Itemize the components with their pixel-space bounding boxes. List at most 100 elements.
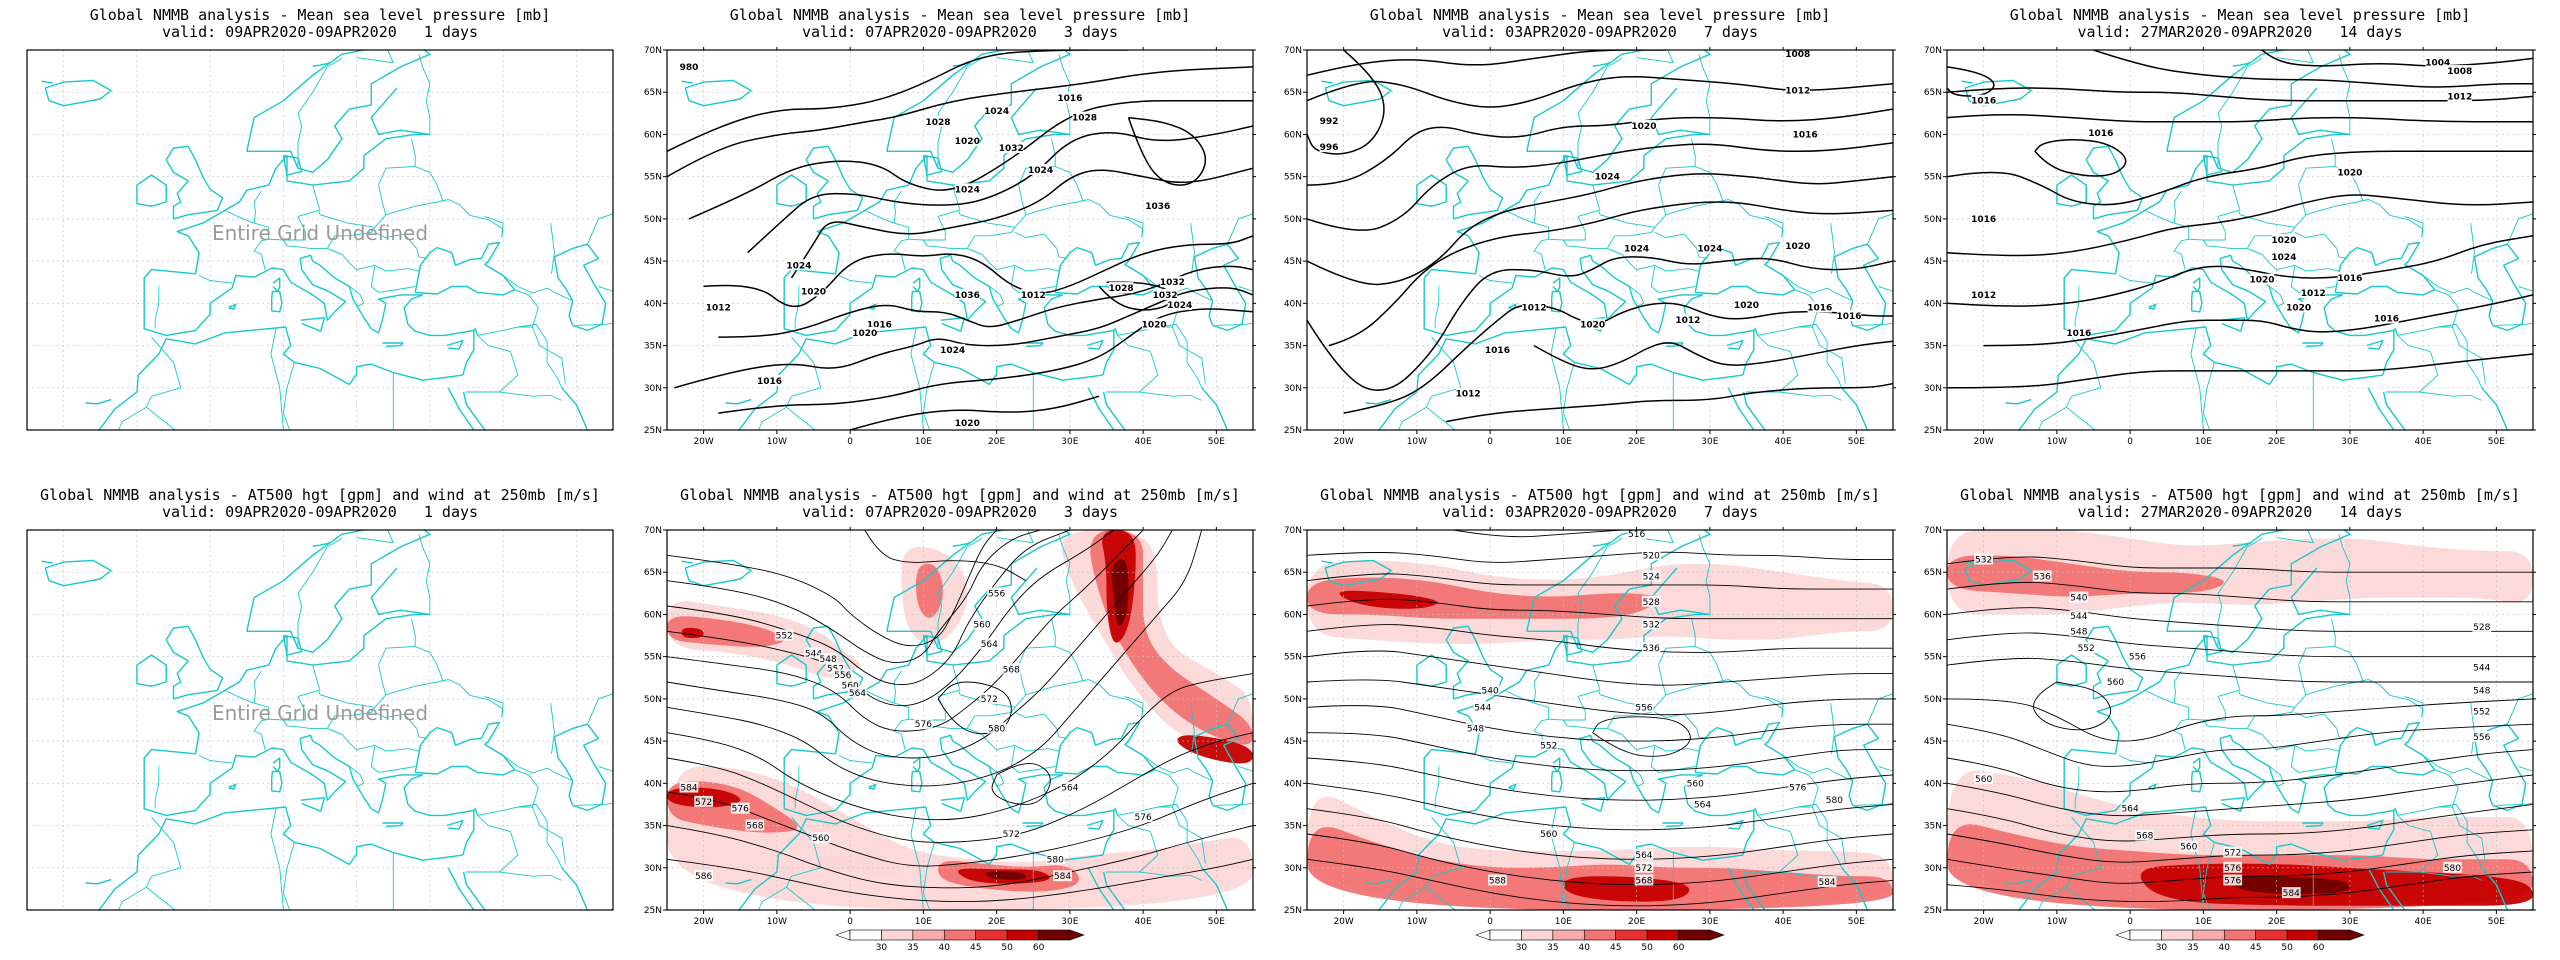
coastline (165, 145, 224, 220)
contour-label: 576 (2224, 876, 2241, 886)
border (1695, 646, 1724, 682)
contour-label: 544 (2070, 612, 2087, 622)
lat-tick-label: 45N (1284, 257, 1302, 267)
contour-label-bg (1021, 288, 1046, 300)
border (270, 808, 284, 910)
border (2506, 693, 2533, 725)
border (297, 58, 343, 169)
contour-label: 1024 (955, 185, 980, 195)
border (2247, 727, 2339, 752)
contour-label-bg (925, 115, 951, 127)
lat-tick-label: 25N (644, 426, 662, 436)
contour-label: 580 (988, 724, 1005, 734)
lon-tick-label: 50E (1848, 917, 1865, 927)
island (300, 317, 326, 332)
border (2290, 265, 2336, 293)
contour-label-bg (2120, 802, 2140, 814)
border (2144, 689, 2190, 750)
contour-label: 564 (1061, 784, 1078, 794)
map-canvas: 532 536 540 544 548 552 556 560 528 544 548 552 556 5… (1924, 526, 2536, 927)
contour-label: 528 (2473, 623, 2490, 633)
contour-label: 1012 (1675, 316, 1700, 326)
contour-label: 584 (1054, 872, 1071, 882)
border (1058, 534, 1071, 615)
border (2305, 199, 2424, 238)
lon-tick-label: 30E (1061, 917, 1078, 927)
contour-line (1307, 108, 1893, 186)
border (327, 727, 419, 752)
border (1190, 223, 1195, 274)
border (2451, 806, 2486, 864)
borders (118, 50, 613, 430)
island (446, 819, 464, 830)
coastline (44, 79, 112, 107)
lat-tick-label: 50N (1284, 215, 1302, 225)
contour-label: 552 (2473, 708, 2490, 718)
contour-line (674, 287, 1253, 389)
map-frame (666, 49, 1254, 431)
island (940, 797, 966, 812)
contour-label-bg (1641, 570, 1661, 582)
lat-tick-label: 45N (1924, 737, 1942, 747)
contour-label: 564 (849, 689, 866, 699)
borders (758, 530, 1253, 910)
lat-tick-label: 55N (1284, 173, 1302, 183)
island (282, 154, 303, 176)
colorbar-tick-label: 40 (2219, 943, 2231, 953)
border (1698, 534, 1711, 615)
border (1698, 54, 1711, 135)
border (576, 802, 613, 806)
contour-line (1307, 173, 1893, 286)
colorbar-swatch (912, 929, 945, 941)
colorbar-swatch (2192, 929, 2225, 941)
border (1577, 58, 1623, 169)
contour-label-bg (2337, 166, 2363, 178)
contour-line (1307, 757, 1893, 801)
map-panel-mslp-3: Global NMMB analysis - Mean sea level pr… (1920, 0, 2560, 480)
island (725, 878, 752, 885)
coastline (473, 328, 479, 336)
contour-label: 1012 (1021, 291, 1046, 301)
border (356, 50, 395, 64)
border (2276, 530, 2315, 544)
coastline (98, 326, 463, 430)
isobars (667, 50, 1253, 430)
border (2038, 886, 2067, 910)
island (2366, 339, 2384, 350)
lat-tick-label: 55N (1284, 653, 1302, 663)
island (312, 62, 332, 67)
island (1022, 822, 1044, 828)
border (198, 275, 233, 284)
contour-line (1533, 340, 1893, 370)
contour-label-bg (1001, 828, 1021, 839)
coastline (414, 721, 516, 776)
island (382, 822, 404, 828)
coastline (2334, 241, 2436, 296)
contour-label-bg (2374, 312, 2399, 324)
contour-label: 1024 (940, 346, 965, 356)
lat-tick-label: 70N (1924, 46, 1942, 56)
lat-tick-label: 65N (1924, 88, 1942, 98)
border (794, 766, 800, 809)
border (908, 618, 1056, 721)
contour-label: 532 (1643, 621, 1660, 631)
border (952, 664, 961, 691)
contour-label-bg (1488, 874, 1507, 886)
border (531, 326, 566, 384)
map-frame (26, 49, 614, 431)
lon-tick-label: 20E (988, 437, 1005, 447)
coastline (1113, 808, 1119, 816)
colorbar-tick-label: 35 (907, 943, 918, 953)
coastline (2393, 328, 2399, 336)
lat-tick-label: 55N (644, 173, 662, 183)
contour-label-bg (979, 638, 999, 649)
contour-label-bg (2223, 861, 2243, 873)
border (502, 755, 573, 782)
lon-tick-label: 20W (1333, 437, 1353, 447)
island (228, 303, 237, 310)
border (550, 223, 555, 274)
contour-label-bg (1974, 553, 1994, 565)
contour-label: 1016 (757, 377, 782, 387)
contour-label: 1024 (1028, 166, 1053, 176)
border (2188, 618, 2336, 721)
